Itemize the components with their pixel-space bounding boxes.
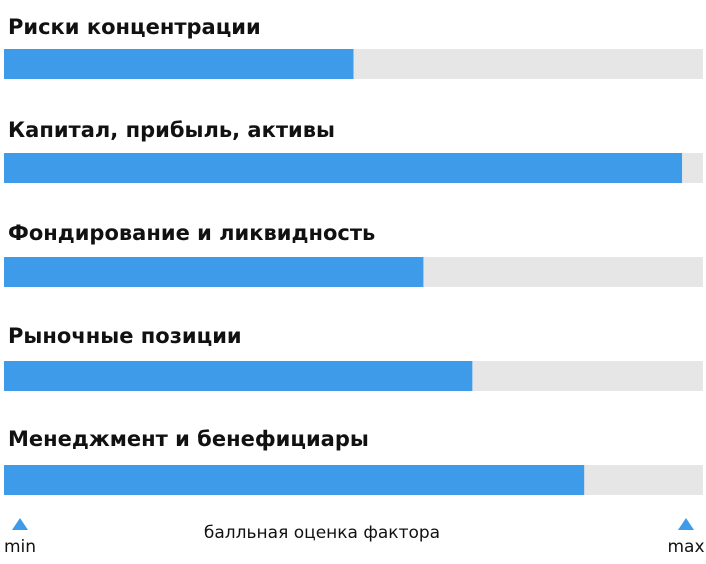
- x-tick-label: max: [667, 537, 704, 557]
- category-label: Рыночные позиции: [8, 324, 242, 348]
- bar: [4, 49, 354, 79]
- x-tick-label: min: [4, 537, 36, 557]
- bar: [4, 257, 424, 287]
- x-axis-label: балльная оценка фактора: [204, 523, 440, 543]
- bar: [4, 361, 473, 391]
- bar: [4, 465, 585, 495]
- category-label: Менеджмент и бенефициары: [8, 427, 369, 451]
- category-label: Риски концентрации: [8, 15, 261, 39]
- tick-marker: [678, 518, 694, 530]
- tick-marker: [12, 518, 28, 530]
- bar: [4, 153, 683, 183]
- category-label: Фондирование и ликвидность: [8, 221, 375, 245]
- category-label: Капитал, прибыль, активы: [8, 118, 335, 142]
